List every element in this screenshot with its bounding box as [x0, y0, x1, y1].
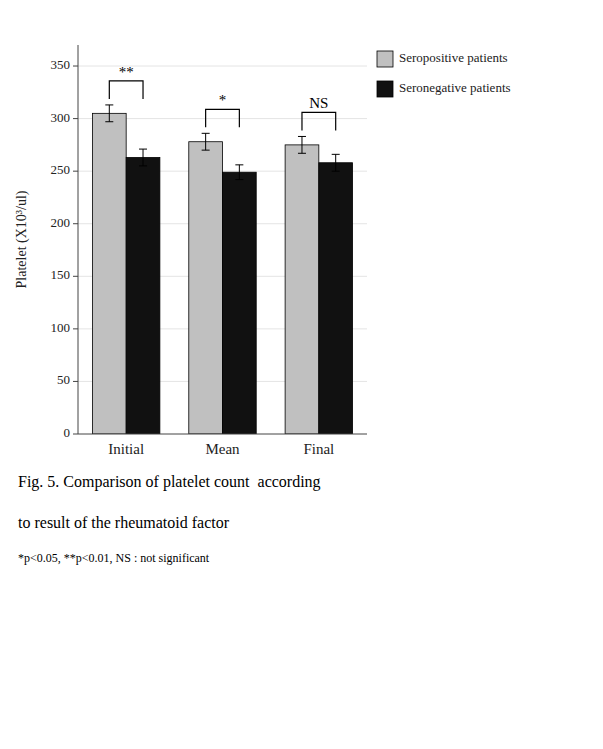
error-cap — [235, 179, 243, 180]
y-axis — [78, 45, 79, 434]
legend-swatch — [377, 81, 393, 97]
legend-label: Seropositive patients — [399, 50, 508, 65]
error-line — [301, 136, 302, 153]
bar — [189, 142, 223, 434]
y-tick-label: 300 — [51, 110, 71, 125]
y-tick — [73, 171, 78, 172]
y-tick — [73, 434, 78, 435]
y-tick — [73, 381, 78, 382]
error-cap — [298, 136, 306, 137]
error-line — [109, 105, 110, 122]
caption-line: Fig. 5. Comparison of platelet count acc… — [18, 473, 321, 491]
bar — [92, 113, 126, 434]
error-line — [335, 154, 336, 171]
caption-line: to result of the rheumatoid factor — [18, 514, 230, 531]
error-bar — [202, 133, 210, 150]
significance-bracket — [206, 109, 240, 127]
x-tick-label: Final — [303, 441, 334, 457]
bar — [285, 145, 319, 434]
error-cap — [298, 153, 306, 154]
error-cap — [332, 154, 340, 155]
y-tick — [73, 118, 78, 119]
significance-label: * — [219, 92, 227, 108]
error-cap — [235, 164, 243, 165]
error-bar — [332, 154, 340, 171]
error-bar — [298, 136, 306, 153]
error-cap — [139, 149, 147, 150]
error-line — [143, 149, 144, 166]
y-axis-label: Platelet (X10³/ul) — [14, 190, 30, 288]
x-axis — [78, 434, 367, 435]
significance-label: ** — [119, 64, 134, 80]
error-cap — [202, 150, 210, 151]
error-bar — [235, 165, 243, 180]
y-grid: 0 50 100 150 200 250 300 350 — [51, 57, 368, 440]
significance-bracket — [302, 112, 336, 130]
y-tick-label: 350 — [51, 57, 71, 72]
caption: Fig. 5. Comparison of platelet count acc… — [18, 473, 321, 565]
error-bar — [105, 105, 113, 122]
y-tick — [73, 328, 78, 329]
y-tick-label: 50 — [57, 372, 70, 387]
error-cap — [202, 133, 210, 134]
y-tick-label: 0 — [64, 425, 71, 440]
legend: Seropositive patients Seronegative patien… — [377, 50, 511, 97]
y-tick-label: 100 — [51, 320, 71, 335]
significance-label: NS — [309, 95, 328, 111]
chart: 0 50 100 150 200 250 300 350 Initial Mean Final Pla… — [0, 0, 603, 749]
y-tick-label: 200 — [51, 215, 71, 230]
x-tick-label: Mean — [205, 441, 240, 457]
y-tick-label: 250 — [51, 162, 71, 177]
significance: ***NS — [109, 64, 335, 131]
bars — [92, 105, 352, 434]
error-bar — [139, 149, 147, 166]
x-tick-label: Initial — [108, 441, 144, 457]
significance-bracket — [109, 81, 143, 99]
bar — [126, 157, 160, 434]
bar — [319, 163, 353, 434]
y-tick — [73, 66, 78, 67]
legend-label: Seronegative patients — [399, 80, 511, 95]
error-cap — [105, 121, 113, 122]
y-tick-label: 150 — [51, 267, 71, 282]
y-tick — [73, 223, 78, 224]
error-cap — [139, 165, 147, 166]
error-cap — [332, 171, 340, 172]
y-tick — [73, 276, 78, 277]
legend-swatch — [377, 51, 393, 67]
error-cap — [105, 104, 113, 105]
error-line — [239, 165, 240, 180]
caption-note: *p<0.05, **p<0.01, NS : not significant — [18, 551, 210, 565]
bar — [223, 172, 257, 434]
error-line — [205, 133, 206, 150]
